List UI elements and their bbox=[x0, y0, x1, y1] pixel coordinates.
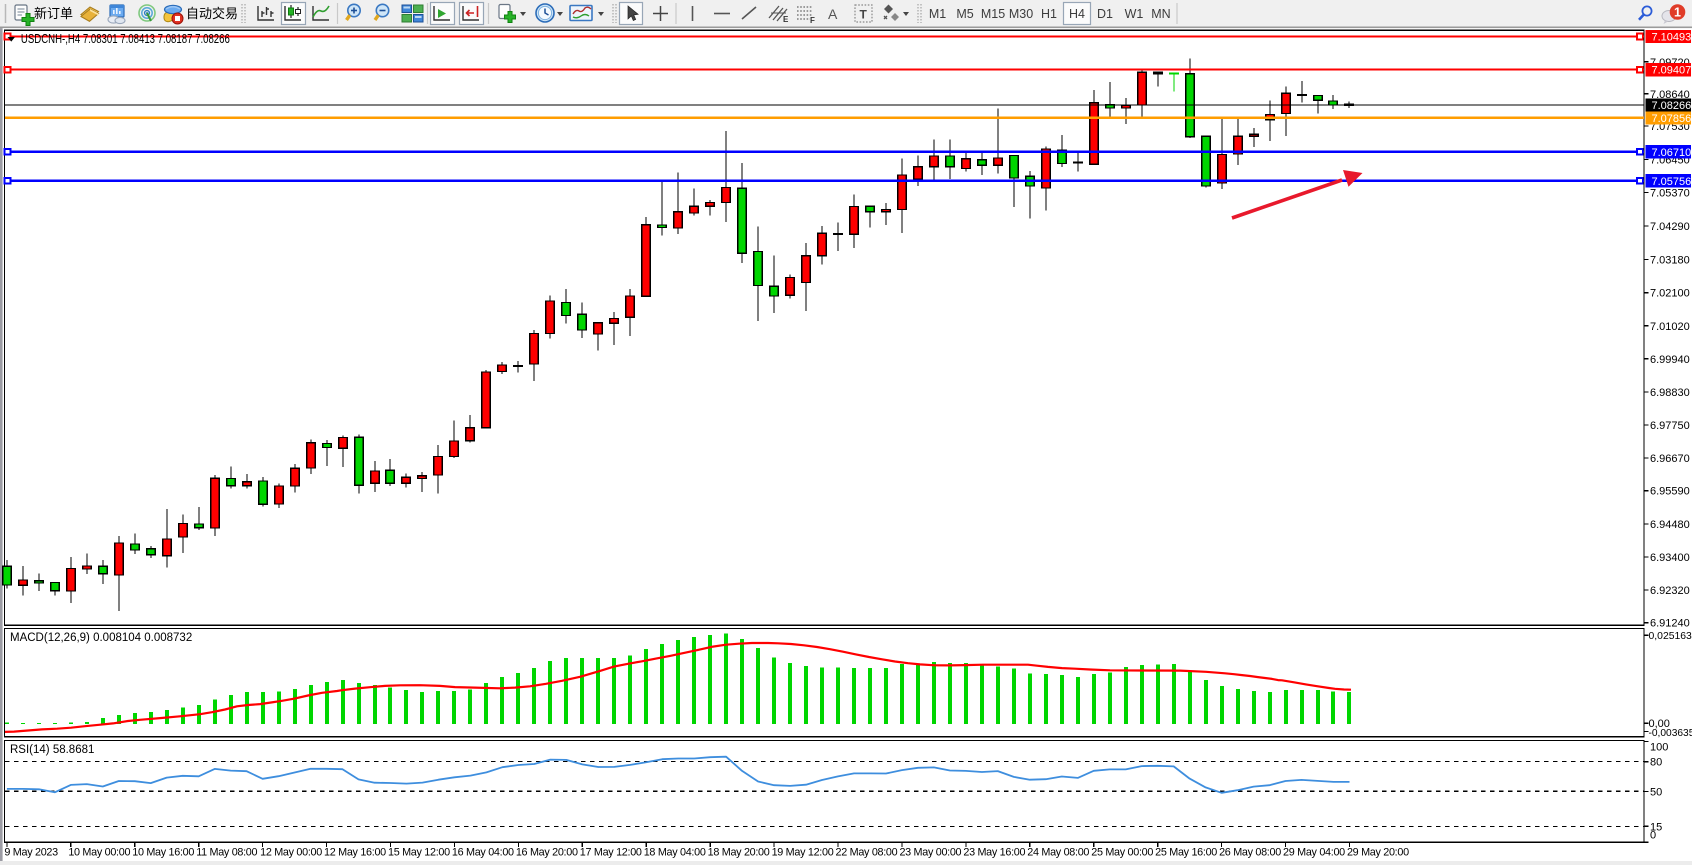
svg-text:W1: W1 bbox=[1125, 7, 1144, 21]
svg-text:12 May 00:00: 12 May 00:00 bbox=[260, 847, 322, 859]
svg-text:12 May 16:00: 12 May 16:00 bbox=[324, 847, 386, 859]
svg-text:19 May 12:00: 19 May 12:00 bbox=[772, 847, 834, 859]
svg-text:16 May 20:00: 16 May 20:00 bbox=[516, 847, 578, 859]
svg-text:15 May 12:00: 15 May 12:00 bbox=[388, 847, 450, 859]
svg-text:50: 50 bbox=[1650, 787, 1662, 799]
svg-text:25 May 00:00: 25 May 00:00 bbox=[1091, 847, 1153, 859]
svg-text:24 May 08:00: 24 May 08:00 bbox=[1027, 847, 1089, 859]
svg-text:7.03180: 7.03180 bbox=[1650, 254, 1690, 266]
svg-text:H4: H4 bbox=[1069, 7, 1085, 21]
svg-text:7.07856: 7.07856 bbox=[1652, 113, 1692, 125]
svg-text:10 May 16:00: 10 May 16:00 bbox=[132, 847, 194, 859]
svg-text:29 May 20:00: 29 May 20:00 bbox=[1347, 847, 1409, 859]
svg-text:22 May 08:00: 22 May 08:00 bbox=[836, 847, 898, 859]
svg-text:-0,003635: -0,003635 bbox=[1649, 728, 1692, 739]
svg-text:7.08640: 7.08640 bbox=[1650, 89, 1690, 101]
svg-text:H1: H1 bbox=[1041, 7, 1057, 21]
svg-text:6.98830: 6.98830 bbox=[1650, 387, 1690, 399]
svg-text:T: T bbox=[860, 8, 868, 22]
svg-text:6.92320: 6.92320 bbox=[1650, 585, 1690, 597]
svg-text:10 May 00:00: 10 May 00:00 bbox=[68, 847, 130, 859]
svg-text:7.08266: 7.08266 bbox=[1652, 100, 1692, 112]
svg-text:F: F bbox=[810, 16, 815, 25]
svg-text:23 May 00:00: 23 May 00:00 bbox=[899, 847, 961, 859]
svg-text:自动交易: 自动交易 bbox=[186, 6, 238, 21]
svg-text:7.10493: 7.10493 bbox=[1652, 31, 1692, 43]
svg-text:6.93400: 6.93400 bbox=[1650, 552, 1690, 564]
svg-text:A: A bbox=[828, 6, 838, 22]
svg-text:0: 0 bbox=[1650, 829, 1656, 841]
svg-text:M15: M15 bbox=[981, 7, 1005, 21]
svg-text:USDCNH-,H4 7.08301 7.08413 7.: USDCNH-,H4 7.08301 7.08413 7.08187 7.082… bbox=[21, 33, 230, 46]
svg-text:0,00: 0,00 bbox=[1649, 718, 1670, 730]
svg-text:新订单: 新订单 bbox=[34, 6, 73, 21]
svg-text:MACD(12,26,9) 0.008104 0.00873: MACD(12,26,9) 0.008104 0.008732 bbox=[10, 632, 192, 644]
svg-text:29 May 04:00: 29 May 04:00 bbox=[1283, 847, 1345, 859]
svg-text:6.94480: 6.94480 bbox=[1650, 519, 1690, 531]
svg-text:6.96670: 6.96670 bbox=[1650, 453, 1690, 465]
svg-text:6.99940: 6.99940 bbox=[1650, 354, 1690, 366]
svg-text:25 May 16:00: 25 May 16:00 bbox=[1155, 847, 1217, 859]
svg-text:M30: M30 bbox=[1009, 7, 1033, 21]
svg-text:26 May 08:00: 26 May 08:00 bbox=[1219, 847, 1281, 859]
svg-text:11 May 08:00: 11 May 08:00 bbox=[196, 847, 257, 859]
svg-text:17 May 12:00: 17 May 12:00 bbox=[580, 847, 642, 859]
svg-text:23 May 16:00: 23 May 16:00 bbox=[963, 847, 1025, 859]
svg-text:9 May 2023: 9 May 2023 bbox=[4, 847, 58, 859]
svg-text:0,025163: 0,025163 bbox=[1649, 631, 1692, 642]
svg-text:7.05756: 7.05756 bbox=[1652, 176, 1692, 188]
svg-text:7.02100: 7.02100 bbox=[1650, 288, 1690, 300]
svg-text:7.05370: 7.05370 bbox=[1650, 188, 1690, 200]
svg-text:M1: M1 bbox=[929, 7, 946, 21]
svg-text:MN: MN bbox=[1151, 7, 1170, 21]
svg-text:15: 15 bbox=[1650, 821, 1662, 833]
svg-text:100: 100 bbox=[1650, 741, 1668, 753]
svg-text:M5: M5 bbox=[956, 7, 973, 21]
svg-text:16 May 04:00: 16 May 04:00 bbox=[452, 847, 514, 859]
svg-text:18 May 04:00: 18 May 04:00 bbox=[644, 847, 706, 859]
svg-text:7.06710: 7.06710 bbox=[1652, 147, 1692, 159]
svg-text:E: E bbox=[783, 15, 789, 24]
svg-text:6.91240: 6.91240 bbox=[1650, 618, 1690, 630]
svg-text:7.09407: 7.09407 bbox=[1652, 65, 1692, 77]
svg-text:80: 80 bbox=[1650, 757, 1662, 769]
svg-text:RSI(14) 58.8681: RSI(14) 58.8681 bbox=[10, 744, 94, 756]
svg-text:18 May 20:00: 18 May 20:00 bbox=[708, 847, 770, 859]
svg-text:6.97750: 6.97750 bbox=[1650, 420, 1690, 432]
svg-text:7.01020: 7.01020 bbox=[1650, 321, 1690, 333]
svg-text:1: 1 bbox=[1674, 5, 1681, 19]
svg-text:6.95590: 6.95590 bbox=[1650, 486, 1690, 498]
svg-text:7.04290: 7.04290 bbox=[1650, 221, 1690, 233]
svg-text:D1: D1 bbox=[1097, 7, 1113, 21]
